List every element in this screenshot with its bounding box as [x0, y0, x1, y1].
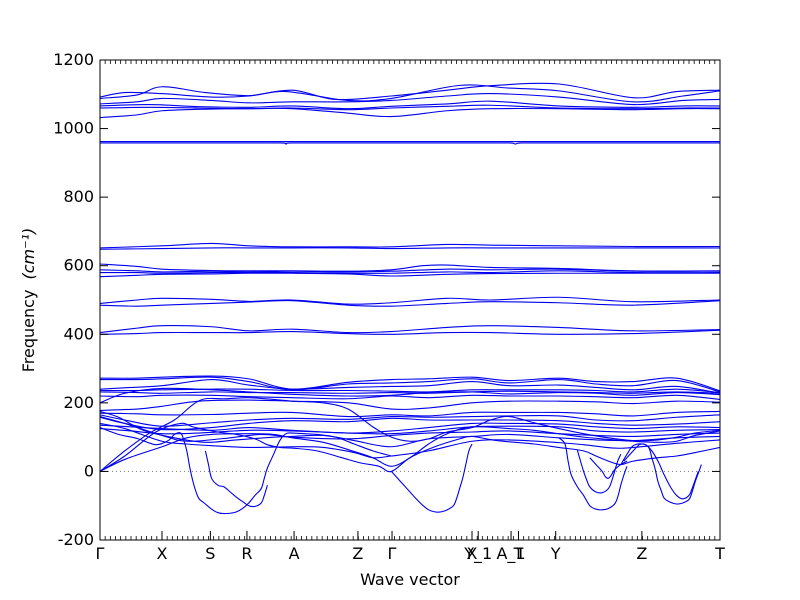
phonon-band-41	[558, 437, 628, 511]
phonon-band-31	[100, 425, 720, 435]
phonon-band-45	[623, 443, 699, 500]
phonon-band-24	[100, 394, 720, 400]
y-tick-label: 800	[63, 187, 94, 206]
phonon-band-22	[100, 388, 720, 394]
phonon-band-14	[100, 272, 720, 278]
phonon-band-5	[100, 104, 720, 111]
phonon-band-18	[100, 329, 720, 335]
phonon-band-9	[100, 242, 720, 249]
x-axis-title: Wave vector	[360, 570, 460, 589]
y-axis-title-unit: (cm⁻¹)	[19, 228, 38, 280]
phonon-band-15	[100, 296, 720, 305]
x-tick-label: T	[513, 544, 524, 563]
phonon-band-19	[100, 375, 720, 392]
phonon-band-16	[100, 300, 720, 307]
phonon-band-28	[100, 414, 720, 427]
phonon-band-33	[100, 410, 720, 448]
y-tick-label: 400	[63, 324, 94, 343]
x-tick-label: T	[714, 544, 725, 563]
phonon-band-2	[100, 84, 720, 103]
phonon-band-12	[100, 268, 720, 273]
x-tick-label: X	[467, 544, 478, 563]
x-tick-label: X	[157, 544, 168, 563]
phonon-band-30	[100, 422, 720, 434]
phonon-band-34	[100, 422, 720, 459]
x-tick-label: Y	[550, 544, 561, 563]
phonon-band-40	[390, 443, 473, 513]
phonon-band-13	[100, 270, 720, 274]
y-tick-label: 1200	[53, 50, 94, 69]
y-axis-title-text: Frequency	[19, 290, 38, 373]
x-tick-label: Γ	[96, 544, 105, 563]
y-tick-label: 1000	[53, 119, 94, 138]
y-axis-title: Frequency (cm⁻¹)	[19, 228, 38, 372]
x-tick-label: A	[289, 544, 300, 563]
x-tick-label: R	[241, 544, 252, 563]
y-tick-label: -200	[58, 530, 94, 549]
phonon-band-36	[100, 422, 720, 473]
x-tick-label: Z	[636, 544, 647, 563]
x-tick-label: Z	[352, 544, 363, 563]
y-tick-label: 600	[63, 256, 94, 275]
phonon-band-3	[100, 93, 720, 106]
phonon-band-20	[100, 376, 720, 393]
phonon-band-42	[576, 450, 622, 494]
phonon-band-39	[204, 450, 268, 508]
x-tick-label: A_1	[496, 544, 525, 564]
x-axis: Γ X S R A Z Γ XY_1 A_1T Y Z T	[96, 60, 725, 564]
phonon-band-23	[100, 390, 720, 394]
phonon-band-43	[589, 457, 628, 479]
phonon-band-6	[100, 107, 720, 119]
phonon-band-35	[100, 426, 720, 472]
x-tick-label: Γ	[388, 544, 397, 563]
x-tick-label: Y_1	[463, 544, 492, 564]
phonon-band-37	[100, 397, 720, 472]
plot-area	[100, 60, 720, 540]
y-tick-label: 0	[84, 461, 94, 480]
phonon-band-1	[100, 82, 720, 101]
phonon-band-11	[100, 263, 720, 272]
phonon-band-25	[100, 387, 720, 404]
phonon-band-38	[100, 427, 392, 515]
phonon-band-4	[100, 100, 720, 110]
bands-layer	[100, 82, 720, 515]
y-tick-label: 200	[63, 393, 94, 412]
phonon-band-26	[100, 399, 720, 411]
phonon-band-8	[100, 142, 720, 145]
phonon-band-10	[100, 247, 720, 250]
phonon-band-21	[100, 378, 720, 394]
y-axis: -200 0 200 400 600 800 1000 1200	[53, 50, 720, 549]
phonon-band-17	[100, 325, 720, 334]
x-tick-label: S	[205, 544, 215, 563]
phonon-band-27	[100, 410, 720, 418]
